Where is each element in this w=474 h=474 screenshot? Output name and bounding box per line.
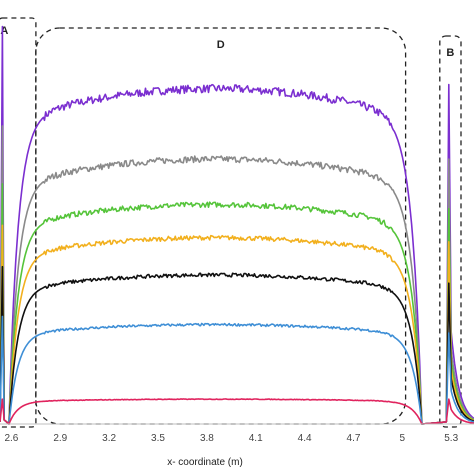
series-line — [0, 25, 474, 425]
x-tick-labels: 2.6 2.9 3.2 3.5 3.8 4.1 4.4 4.7 5 5.3 — [4, 433, 458, 444]
region-label: A — [0, 25, 8, 37]
x-tick-label: 3.5 — [151, 433, 165, 444]
series-line — [0, 125, 474, 425]
series-line — [0, 183, 474, 425]
x-tick-label: 5.3 — [444, 433, 458, 444]
x-tick-label: 3.8 — [200, 433, 214, 444]
x-tick-label: 2.6 — [4, 433, 18, 444]
x-tick-label: 3.2 — [102, 433, 116, 444]
x-tick-label: 4.1 — [249, 433, 263, 444]
x-tick-label: 5 — [400, 433, 406, 444]
series-line — [0, 265, 474, 425]
series-line — [0, 315, 474, 425]
region-label: D — [217, 39, 225, 51]
series-lines — [0, 25, 474, 425]
x-axis-title: x- coordinate (m) — [167, 457, 243, 468]
region-box — [439, 35, 462, 428]
x-tick-label: 4.4 — [298, 433, 312, 444]
x-tick-label: 2.9 — [53, 433, 67, 444]
series-line — [0, 398, 474, 425]
x-tick-label: 4.7 — [347, 433, 361, 444]
region-label: B — [446, 47, 454, 59]
series-line — [0, 224, 474, 425]
